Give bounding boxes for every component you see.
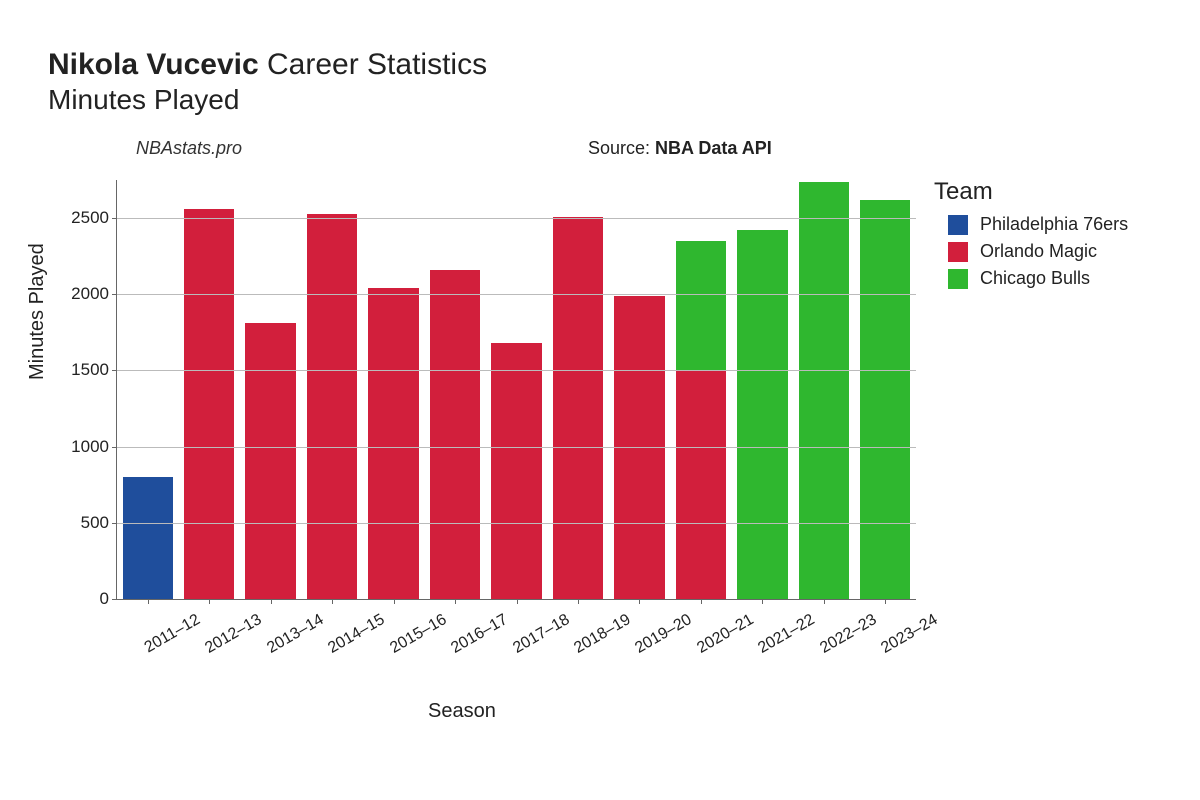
ytick-label: 1000 — [59, 437, 109, 457]
xtick-mark — [762, 599, 763, 604]
gridline — [117, 370, 916, 371]
bar-segment — [307, 214, 357, 599]
legend-title: Team — [934, 178, 1128, 206]
legend-label: Philadelphia 76ers — [980, 214, 1128, 235]
legend-swatch — [948, 215, 968, 235]
chart-container: Nikola Vucevic Career Statistics Minutes… — [0, 0, 1200, 800]
legend-item: Orlando Magic — [948, 241, 1128, 262]
ytick-label: 1500 — [59, 360, 109, 380]
bar-segment — [553, 217, 603, 599]
title-suffix: Career Statistics — [259, 48, 487, 81]
bar-segment — [799, 182, 849, 599]
gridline — [117, 294, 916, 295]
bar — [368, 288, 418, 599]
bar — [184, 209, 234, 599]
chart-area: Minutes Played Season 050010001500200025… — [48, 170, 1148, 750]
ytick-mark — [112, 218, 117, 219]
xtick-label: 2018–19 — [571, 611, 634, 658]
bar — [491, 343, 541, 599]
bar-segment — [184, 209, 234, 599]
xtick-label: 2023–24 — [878, 611, 941, 658]
legend-swatch — [948, 269, 968, 289]
xtick-mark — [271, 599, 272, 604]
bar-segment — [860, 200, 910, 599]
subheader: NBAstats.pro Source: NBA Data API — [48, 138, 1160, 166]
legend-swatch — [948, 242, 968, 262]
title-block: Nikola Vucevic Career Statistics Minutes… — [48, 48, 1160, 116]
ytick-label: 0 — [59, 589, 109, 609]
bar-segment — [368, 288, 418, 599]
legend-label: Orlando Magic — [980, 241, 1097, 262]
xtick-label: 2013–14 — [264, 611, 327, 658]
chart-title: Nikola Vucevic Career Statistics — [48, 48, 1160, 82]
xtick-mark — [209, 599, 210, 604]
xtick-label: 2022–23 — [817, 611, 880, 658]
xtick-label: 2020–21 — [694, 611, 757, 658]
xtick-mark — [455, 599, 456, 604]
plot-region: 050010001500200025002011–122012–132013–1… — [116, 180, 916, 600]
bar-segment — [737, 230, 787, 599]
bar — [245, 323, 295, 599]
bar — [860, 200, 910, 599]
xtick-mark — [394, 599, 395, 604]
ytick-mark — [112, 294, 117, 295]
xtick-label: 2017–18 — [510, 611, 573, 658]
xtick-mark — [701, 599, 702, 604]
xtick-mark — [824, 599, 825, 604]
gridline — [117, 523, 916, 524]
legend-label: Chicago Bulls — [980, 268, 1090, 289]
credit-text: NBAstats.pro — [136, 138, 242, 159]
bar-segment — [491, 343, 541, 599]
ytick-mark — [112, 523, 117, 524]
ytick-label: 2500 — [59, 208, 109, 228]
player-name: Nikola Vucevic — [48, 48, 259, 81]
xtick-mark — [332, 599, 333, 604]
xtick-mark — [148, 599, 149, 604]
bar-segment — [430, 270, 480, 599]
bars-layer — [117, 180, 916, 599]
source-label: Source: — [588, 138, 655, 158]
bar-segment — [676, 241, 726, 371]
xtick-mark — [885, 599, 886, 604]
legend-items: Philadelphia 76ers Orlando Magic Chicago B… — [934, 214, 1128, 289]
source-text: Source: NBA Data API — [588, 138, 772, 159]
gridline — [117, 447, 916, 448]
xtick-label: 2014–15 — [325, 611, 388, 658]
bar — [553, 217, 603, 599]
bar — [799, 182, 849, 599]
bar-segment — [676, 370, 726, 599]
xtick-mark — [517, 599, 518, 604]
ytick-label: 500 — [59, 513, 109, 533]
source-name: NBA Data API — [655, 138, 772, 158]
y-axis-label: Minutes Played — [26, 243, 49, 380]
xtick-label: 2012–13 — [202, 611, 265, 658]
legend-item: Philadelphia 76ers — [948, 214, 1128, 235]
legend-item: Chicago Bulls — [948, 268, 1128, 289]
xtick-label: 2021–22 — [756, 611, 819, 658]
xtick-mark — [639, 599, 640, 604]
xtick-label: 2015–16 — [387, 611, 450, 658]
ytick-mark — [112, 447, 117, 448]
bar-segment — [245, 323, 295, 599]
bar — [123, 477, 173, 599]
bar — [307, 214, 357, 599]
chart-subtitle: Minutes Played — [48, 84, 1160, 116]
xtick-mark — [578, 599, 579, 604]
bar — [737, 230, 787, 599]
x-axis-label: Season — [428, 700, 496, 723]
ytick-label: 2000 — [59, 284, 109, 304]
bar-segment — [123, 477, 173, 599]
gridline — [117, 218, 916, 219]
xtick-label: 2019–20 — [633, 611, 696, 658]
xtick-label: 2011–12 — [141, 611, 203, 657]
legend: Team Philadelphia 76ers Orlando Magic Chic… — [934, 178, 1128, 295]
bar — [430, 270, 480, 599]
ytick-mark — [112, 370, 117, 371]
ytick-mark — [112, 599, 117, 600]
xtick-label: 2016–17 — [448, 611, 511, 658]
